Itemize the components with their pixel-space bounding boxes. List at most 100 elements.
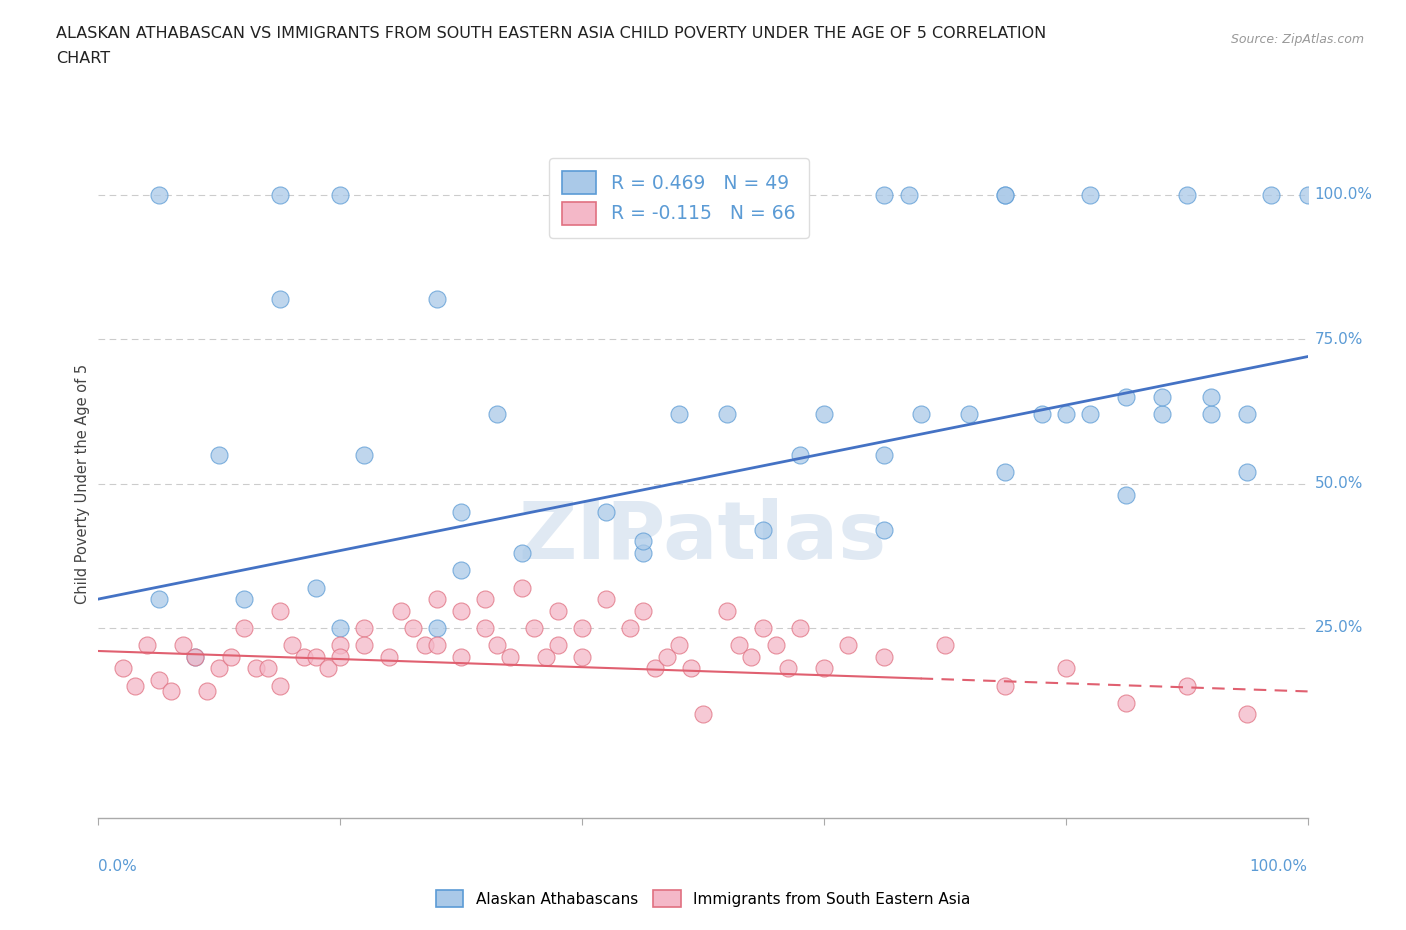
Point — [1115, 487, 1137, 502]
Point — [692, 707, 714, 722]
Point — [571, 620, 593, 635]
Point — [1031, 407, 1053, 422]
Point — [184, 649, 207, 664]
Point — [221, 649, 243, 664]
Point — [426, 591, 449, 606]
Text: 100.0%: 100.0% — [1250, 858, 1308, 873]
Point — [1078, 407, 1101, 422]
Point — [269, 678, 291, 693]
Point — [1078, 188, 1101, 203]
Point — [873, 188, 896, 203]
Point — [124, 678, 146, 693]
Point — [1296, 188, 1319, 203]
Point — [413, 638, 436, 653]
Text: 0.0%: 0.0% — [98, 858, 138, 873]
Point — [813, 661, 835, 676]
Point — [668, 407, 690, 422]
Text: 25.0%: 25.0% — [1315, 620, 1362, 635]
Point — [135, 638, 157, 653]
Point — [474, 591, 496, 606]
Point — [232, 591, 254, 606]
Point — [655, 649, 678, 664]
Point — [486, 407, 509, 422]
Point — [1152, 407, 1174, 422]
Point — [1199, 407, 1222, 422]
Point — [329, 620, 352, 635]
Text: ALASKAN ATHABASCAN VS IMMIGRANTS FROM SOUTH EASTERN ASIA CHILD POVERTY UNDER THE: ALASKAN ATHABASCAN VS IMMIGRANTS FROM SO… — [56, 26, 1046, 41]
Point — [631, 545, 654, 560]
Point — [1236, 707, 1258, 722]
Point — [292, 649, 315, 664]
Point — [631, 604, 654, 618]
Point — [245, 661, 267, 676]
Legend: R = 0.469   N = 49, R = -0.115   N = 66: R = 0.469 N = 49, R = -0.115 N = 66 — [550, 158, 808, 238]
Point — [631, 534, 654, 549]
Point — [789, 447, 811, 462]
Point — [316, 661, 339, 676]
Point — [450, 563, 472, 578]
Point — [486, 638, 509, 653]
Text: CHART: CHART — [56, 51, 110, 66]
Point — [595, 591, 617, 606]
Point — [644, 661, 666, 676]
Point — [716, 604, 738, 618]
Point — [1115, 390, 1137, 405]
Point — [232, 620, 254, 635]
Point — [256, 661, 278, 676]
Point — [208, 661, 231, 676]
Point — [1152, 390, 1174, 405]
Point — [305, 649, 328, 664]
Point — [269, 291, 291, 306]
Point — [281, 638, 304, 653]
Point — [1054, 661, 1077, 676]
Point — [765, 638, 787, 653]
Point — [994, 188, 1017, 203]
Point — [740, 649, 762, 664]
Point — [595, 505, 617, 520]
Point — [426, 638, 449, 653]
Point — [789, 620, 811, 635]
Point — [111, 661, 134, 676]
Point — [426, 291, 449, 306]
Text: 50.0%: 50.0% — [1315, 476, 1362, 491]
Point — [679, 661, 702, 676]
Point — [1236, 407, 1258, 422]
Point — [957, 407, 980, 422]
Point — [668, 638, 690, 653]
Text: 75.0%: 75.0% — [1315, 332, 1362, 347]
Point — [1199, 390, 1222, 405]
Point — [208, 447, 231, 462]
Point — [269, 604, 291, 618]
Point — [148, 672, 170, 687]
Point — [910, 407, 932, 422]
Point — [450, 505, 472, 520]
Point — [1236, 465, 1258, 480]
Point — [1115, 696, 1137, 711]
Point — [534, 649, 557, 664]
Point — [752, 523, 775, 538]
Point — [1054, 407, 1077, 422]
Point — [547, 604, 569, 618]
Point — [353, 447, 375, 462]
Point — [450, 604, 472, 618]
Text: 100.0%: 100.0% — [1315, 188, 1372, 203]
Point — [873, 447, 896, 462]
Point — [934, 638, 956, 653]
Point — [474, 620, 496, 635]
Point — [195, 684, 218, 698]
Point — [1175, 678, 1198, 693]
Point — [329, 649, 352, 664]
Point — [523, 620, 546, 635]
Point — [160, 684, 183, 698]
Text: Source: ZipAtlas.com: Source: ZipAtlas.com — [1230, 33, 1364, 46]
Point — [547, 638, 569, 653]
Point — [813, 407, 835, 422]
Point — [1175, 188, 1198, 203]
Point — [994, 465, 1017, 480]
Y-axis label: Child Poverty Under the Age of 5: Child Poverty Under the Age of 5 — [75, 364, 90, 604]
Point — [450, 649, 472, 664]
Point — [498, 649, 520, 664]
Point — [994, 188, 1017, 203]
Point — [873, 523, 896, 538]
Point — [305, 580, 328, 595]
